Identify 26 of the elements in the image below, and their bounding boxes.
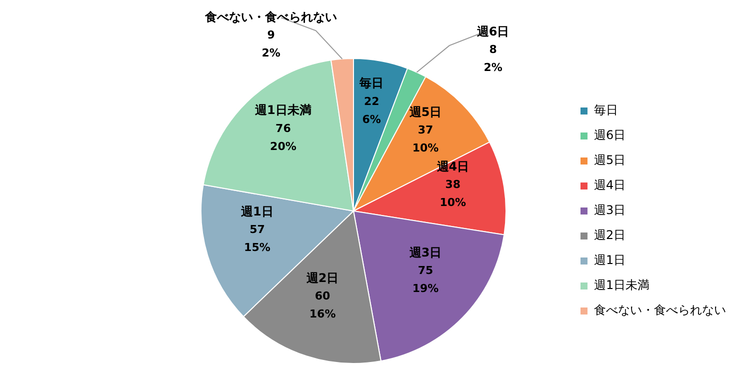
data-label: 8 2% — [484, 43, 502, 74]
slice-label: 週5日 — [408, 104, 442, 119]
data-label: 22 6% — [362, 94, 381, 126]
slice-label: 毎日 — [358, 76, 384, 90]
slice-label: 週1日未満 — [254, 103, 312, 118]
data-label: 9 2% — [262, 28, 280, 60]
data-label: 38 10% — [440, 178, 466, 210]
data-label: 37 10% — [412, 124, 439, 155]
slice-label: 週3日 — [408, 245, 442, 260]
legend-label: 週3日 — [594, 203, 626, 218]
legend-label: 週1日未満 — [594, 278, 650, 292]
legend-label: 毎日 — [594, 103, 618, 118]
data-label: 57 15% — [244, 223, 270, 254]
data-label: 75 19% — [412, 264, 439, 296]
legend-label: 週4日 — [594, 178, 626, 192]
data-label: 76 20% — [270, 122, 296, 153]
slice-label: 週6日 — [476, 24, 510, 38]
legend-label: 週1日 — [594, 253, 626, 268]
legend-label: 食べない・食べられない — [594, 303, 726, 318]
legend-label: 週2日 — [594, 228, 626, 242]
slice-label: 週1日 — [240, 204, 274, 218]
legend-label: 週6日 — [594, 128, 626, 142]
slice-label: 週2日 — [305, 270, 339, 285]
legend-label: 週5日 — [594, 153, 626, 168]
slice-label: 食べない・食べられない — [204, 10, 338, 24]
data-label: 60 16% — [309, 290, 336, 321]
